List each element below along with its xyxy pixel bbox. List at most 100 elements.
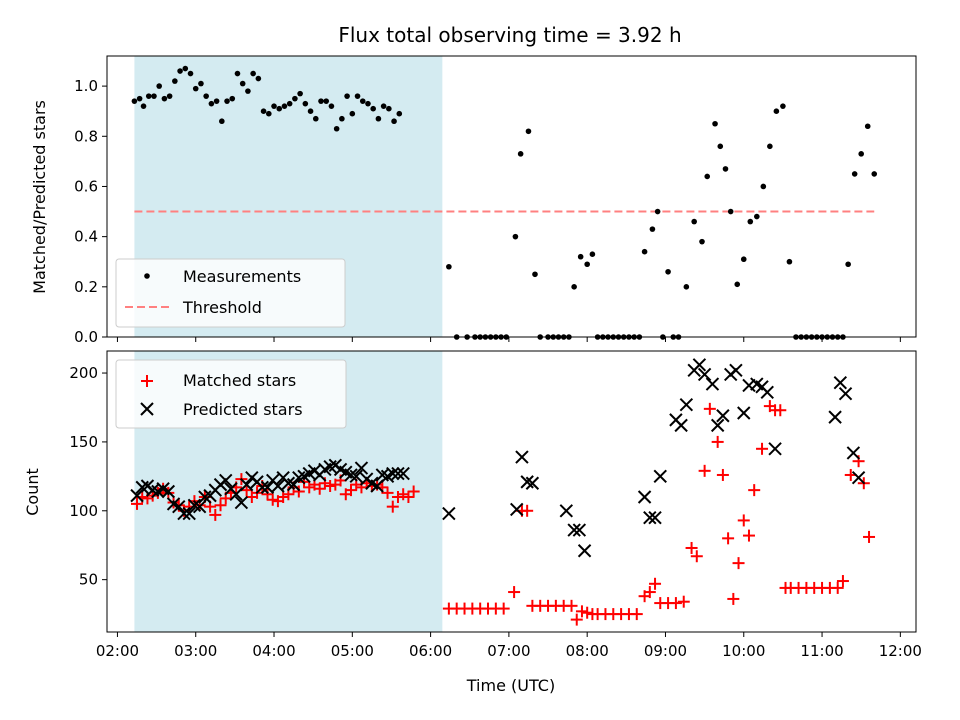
measurement-point [349, 110, 356, 117]
measurement-point [328, 103, 335, 109]
x-axis-label: Time (UTC) [466, 676, 555, 695]
measurement-point [370, 105, 376, 112]
measurement-point [192, 85, 199, 92]
top-legend: Measurements Threshold [115, 258, 346, 328]
x-tick-label: 10:00 [722, 642, 765, 660]
measurement-point [286, 100, 293, 107]
measurement-point [151, 93, 157, 99]
matched-point [756, 442, 769, 455]
predicted-point [271, 479, 285, 493]
matched-point [716, 468, 729, 481]
measurement-point [177, 68, 183, 74]
top-panel: 0.0 0.2 0.4 0.6 0.8 1.0 Matched/Predicted sta… [30, 55, 917, 346]
y-tick-label: 0.6 [74, 177, 98, 195]
x-tick-label: 06:00 [409, 642, 452, 660]
measurement-point [665, 268, 671, 275]
predicted-point [239, 477, 254, 492]
measurement-point [512, 233, 519, 240]
matched-point [863, 530, 876, 543]
bottom-x-ticks: 02:00 03:00 04:00 05:00 06:00 07:00 08:00 09:00… [96, 632, 922, 660]
measurement-point [136, 95, 143, 102]
matched-point [732, 557, 745, 570]
measurement-point [182, 65, 189, 72]
bottom-legend: Matched stars Predicted stars [115, 359, 347, 429]
measurement-point [589, 251, 596, 258]
bottom-panel: 50 100 150 200 02:00 03:00 04:00 05:00 06:00 07:… [23, 350, 922, 695]
predicted-point [510, 502, 524, 517]
predicted-point [846, 446, 861, 460]
matched-point [581, 606, 594, 619]
predicted-point [349, 469, 363, 484]
matched-point [570, 613, 583, 626]
x-tick-label: 07:00 [487, 642, 530, 660]
x-tick-label: 03:00 [174, 642, 217, 660]
predicted-point [442, 506, 456, 521]
measurement-point [198, 80, 204, 87]
matched-point [649, 577, 662, 590]
measurement-point [380, 103, 387, 109]
measurement-point [773, 108, 780, 114]
x-tick-label: 11:00 [800, 642, 843, 660]
measurement-point [140, 103, 147, 109]
chart-title: Flux total observing time = 3.92 h [338, 23, 681, 47]
measurement-point [532, 271, 538, 278]
measurement-point [691, 218, 697, 225]
top-plot-frame [106, 55, 917, 338]
measurement-point [323, 98, 330, 104]
y-tick-label: 1.0 [74, 77, 98, 95]
matched-point [266, 493, 279, 506]
measurement-point [297, 90, 303, 97]
measurement-point [359, 98, 366, 104]
y-tick-label: 0.4 [74, 228, 98, 246]
predicted-point [838, 386, 853, 401]
y-tick-label: 0.0 [74, 328, 98, 346]
predicted-point [219, 473, 233, 488]
matched-point [345, 484, 358, 497]
matched-point [737, 514, 750, 527]
y-tick-label: 0.2 [74, 278, 98, 296]
top-y-axis-label: Matched/Predicted stars [30, 100, 49, 294]
measurement-point [858, 151, 864, 157]
matched-point [240, 484, 253, 497]
measurement-point [654, 208, 661, 215]
predicted-point [697, 367, 712, 382]
predicted-point [572, 523, 587, 537]
measurement-point [391, 118, 397, 125]
matched-point [727, 592, 740, 605]
predicted-point [192, 499, 207, 514]
matched-point [774, 404, 787, 417]
measurement-point [683, 284, 690, 290]
measurement-point [740, 256, 747, 263]
top-y-ticks: 0.0 0.2 0.4 0.6 0.8 1.0 [74, 77, 107, 346]
predicted-point [768, 442, 782, 456]
predicted-point [391, 466, 405, 481]
y-tick-label: 150 [69, 433, 98, 451]
x-tick-label: 12:00 [879, 642, 922, 660]
measurement-point [333, 125, 340, 132]
matched-point [575, 605, 588, 618]
matched-point [836, 575, 849, 588]
matched-point [565, 599, 578, 612]
measurement-point [255, 75, 262, 82]
matched-point [381, 486, 394, 499]
predicted-point [851, 471, 866, 485]
predicted-point [130, 488, 144, 503]
matched-point [324, 479, 337, 492]
matched-point [214, 499, 227, 512]
measurement-point [845, 261, 851, 268]
matched-point [303, 481, 316, 494]
y-tick-label: 50 [79, 571, 98, 589]
matched-point [277, 491, 290, 504]
measurement-point [571, 284, 577, 290]
measurement-point [172, 78, 178, 84]
predicted-points [130, 358, 866, 558]
matched-point [209, 508, 222, 521]
measurement-point [156, 83, 162, 89]
predicted-point [515, 450, 529, 464]
measurement-point [131, 98, 138, 104]
predicted-point [354, 461, 369, 475]
legend-matched-marker [141, 375, 153, 387]
predicted-point [653, 469, 667, 484]
bottom-y-axis-label: Count [23, 468, 42, 516]
measurement-point [864, 123, 871, 130]
